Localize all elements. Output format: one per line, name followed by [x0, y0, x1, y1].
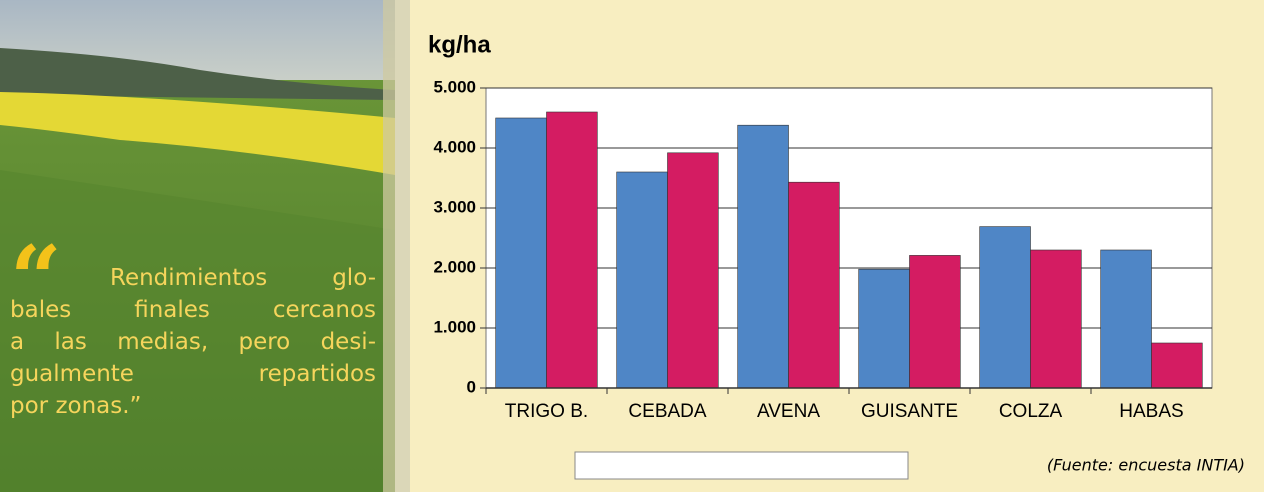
- x-tick-label: COLZA: [999, 401, 1063, 422]
- x-tick-label: HABAS: [1119, 401, 1183, 422]
- bar: [1152, 343, 1203, 388]
- quote-line: a las medias, pero desi-: [10, 326, 376, 358]
- quote-line: por zonas.”: [10, 390, 376, 422]
- bar: [547, 112, 598, 388]
- y-tick-label: 4.000: [433, 137, 476, 156]
- y-tick-label: 0: [467, 377, 476, 396]
- x-tick-label: CEBADA: [628, 401, 706, 422]
- x-tick-label: GUISANTE: [861, 401, 958, 422]
- quote-line: Rendimientos glo-: [10, 262, 376, 294]
- y-tick-label: 1.000: [433, 317, 476, 336]
- bar: [859, 269, 910, 388]
- y-tick-label: 3.000: [433, 197, 476, 216]
- bar: [738, 125, 789, 388]
- bar: [789, 182, 840, 388]
- source-note: (Fuente: encuesta INTIA): [1047, 456, 1245, 475]
- bar: [1031, 250, 1082, 388]
- quote-line: bales finales cercanos: [10, 294, 376, 326]
- quote-line: gualmente repartidos: [10, 358, 376, 390]
- quote: “ Rendimientos glo- bales finales cercan…: [10, 262, 376, 422]
- y-tick-label: 2.000: [433, 257, 476, 276]
- legend: [575, 452, 908, 479]
- bar: [617, 172, 668, 388]
- bar: [980, 227, 1031, 388]
- bar: [496, 118, 547, 388]
- page: kg/ha 0 1.000 2.000 3.000 4.000 5.000 TRIGO B.…: [0, 0, 1264, 492]
- y-tick-label: 5.000: [433, 77, 476, 96]
- y-axis-label: kg/ha: [428, 31, 491, 58]
- x-tick-label: AVENA: [757, 401, 820, 422]
- bar: [1101, 250, 1152, 388]
- bar: [668, 153, 719, 388]
- x-tick-label: TRIGO B.: [505, 401, 588, 422]
- bar: [910, 255, 961, 388]
- quote-mark: “: [10, 234, 62, 324]
